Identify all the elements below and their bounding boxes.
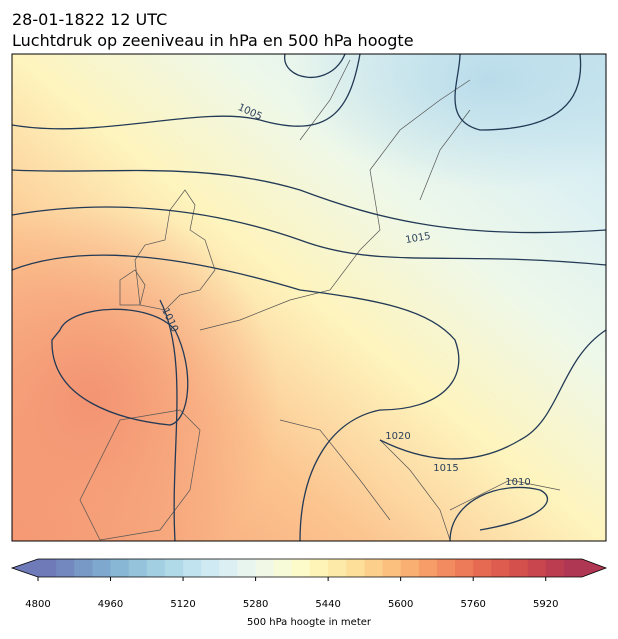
colorbar-segment xyxy=(273,559,293,577)
colorbar-segment xyxy=(92,559,112,577)
colorbar-segment xyxy=(110,559,130,577)
colorbar-segment xyxy=(219,559,238,577)
colorbar-segment xyxy=(291,559,311,577)
colorbar-segment xyxy=(491,559,510,577)
colorbar-segment xyxy=(346,559,365,577)
map: 1005 1015 1010 1020 1015 1010 xyxy=(12,54,606,541)
colorbar-segment xyxy=(38,559,57,577)
contour-label: 1015 xyxy=(433,463,458,474)
contour-label: 1020 xyxy=(385,431,410,442)
colorbar-segment xyxy=(56,559,75,577)
colorbar-segment xyxy=(128,559,148,577)
colorbar-segment xyxy=(364,559,384,577)
colorbar-segment xyxy=(418,559,438,577)
contour-label: 1015 xyxy=(405,231,432,246)
isobar xyxy=(379,329,606,460)
colorbar-segment xyxy=(328,559,347,577)
isobar xyxy=(12,54,361,130)
colorbar-segment xyxy=(545,559,565,577)
colorbar-segment xyxy=(255,559,275,577)
colorbar-segment xyxy=(201,559,220,577)
isobar xyxy=(449,486,549,541)
colorbar-tick-label: 5760 xyxy=(460,599,485,610)
colorbar-tick-label: 5920 xyxy=(533,599,558,610)
isobar xyxy=(12,254,460,541)
isobar xyxy=(284,54,346,79)
cold-area xyxy=(290,54,606,190)
isobar xyxy=(454,54,582,131)
colorbar-segment xyxy=(310,559,329,577)
colorbar-segment xyxy=(146,559,166,577)
isobar xyxy=(12,206,606,266)
contour-label: 1010 xyxy=(505,477,530,488)
colorbar-segment xyxy=(509,559,529,577)
colorbar-segment xyxy=(237,559,257,577)
map-frame xyxy=(11,53,607,542)
colorbar-segment xyxy=(436,559,456,577)
colorbar-tick-label: 4800 xyxy=(25,599,50,610)
coastline xyxy=(79,59,561,541)
date: 28-01-1822 12 UTC xyxy=(12,10,167,29)
colorbar: 4800 4960 5120 5280 5440 5600 5760 5920 xyxy=(10,558,608,610)
colorbar-segment xyxy=(164,559,184,577)
warm-area xyxy=(12,200,280,541)
isobar xyxy=(159,299,178,541)
colorbar-tick-label: 5600 xyxy=(388,599,413,610)
colorbar-extend-low xyxy=(12,559,38,577)
colorbar-tick-label: 5120 xyxy=(170,599,195,610)
colorbar-segment xyxy=(382,559,402,577)
colorbar-segment xyxy=(527,559,547,577)
isobar xyxy=(51,308,189,426)
colorbar-segment xyxy=(400,559,420,577)
isobar xyxy=(12,169,606,234)
colorbar-label: 500 hPa hoogte in meter xyxy=(247,617,372,628)
colorbar-extend-high xyxy=(582,559,606,577)
colorbar-segment xyxy=(74,559,93,577)
title: Luchtdruk op zeeniveau in hPa en 500 hPa… xyxy=(12,31,414,50)
colorbar-tick-label: 4960 xyxy=(98,599,123,610)
colorbar-segment xyxy=(183,559,202,577)
colorbar-segment xyxy=(473,559,492,577)
colorbar-tick-label: 5280 xyxy=(243,599,268,610)
colorbar-tick-label: 5440 xyxy=(315,599,340,610)
colorbar-segment xyxy=(563,559,583,577)
colorbar-segment xyxy=(455,559,474,577)
